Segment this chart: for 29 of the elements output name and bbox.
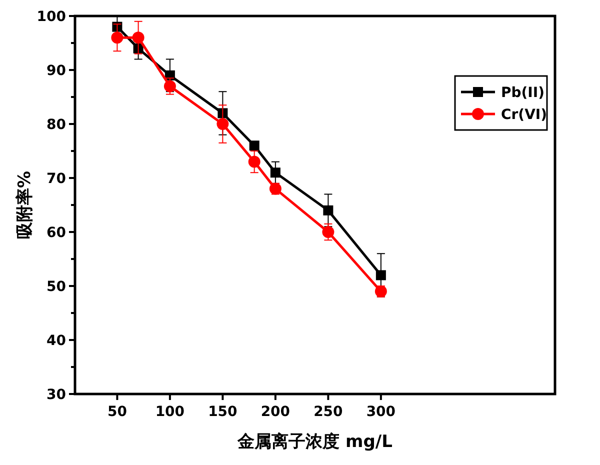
point [249,140,260,151]
legend-label: Pb(II) [501,84,544,101]
y-tick-label: 60 [46,224,66,241]
point [248,156,260,168]
y-tick-label: 40 [46,332,66,349]
point [323,205,334,216]
y-tick-label: 90 [46,62,66,79]
y-axis-title: 吸附率% [15,170,35,240]
y-tick-label: 50 [46,278,66,295]
x-tick-label: 150 [208,404,238,420]
x-axis-title: 金属离子浓度 mg/L [236,432,393,452]
y-tick-label: 30 [46,386,66,403]
y-tick-label: 100 [36,8,66,25]
point [218,108,228,118]
y-tick-label: 80 [46,116,66,133]
y-tick-label: 70 [46,170,66,187]
x-tick-label: 100 [155,404,185,420]
point [270,168,280,178]
legend-label: Cr(VI) [501,106,548,123]
x-tick-label: 300 [366,404,396,420]
point [111,32,124,44]
x-tick-label: 250 [314,404,344,420]
point [216,118,229,130]
point [132,32,144,44]
x-tick-label: 50 [107,404,128,420]
x-tick-label: 200 [260,404,290,420]
point [376,270,386,280]
point [164,80,176,92]
point [322,226,334,238]
